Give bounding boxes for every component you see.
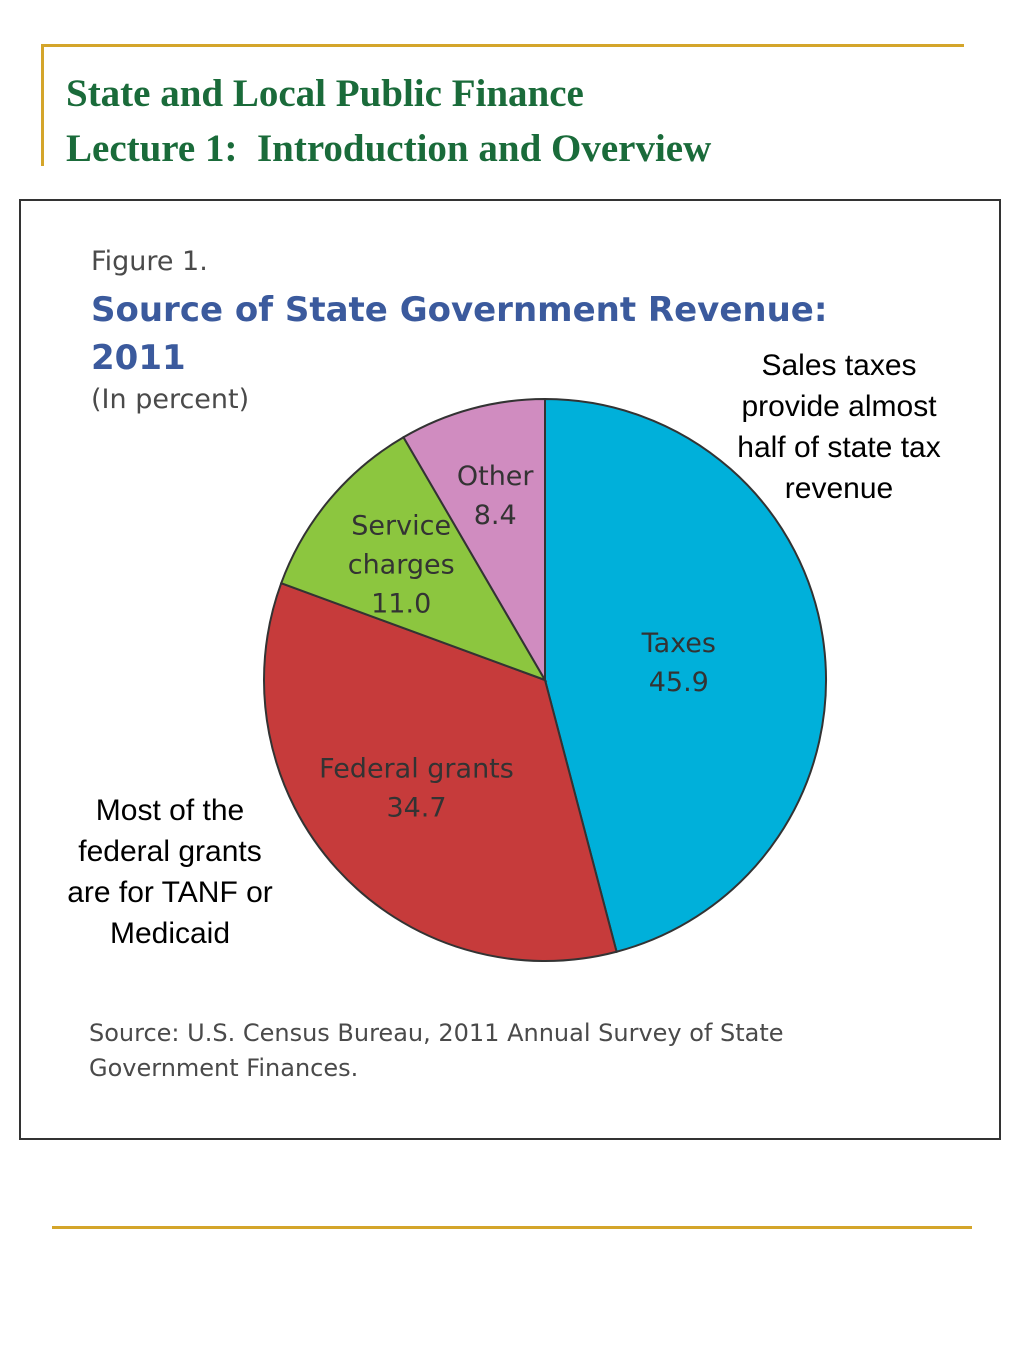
slice-label: Service charges 11.0	[348, 511, 455, 620]
sales-taxes-callout-line: half of state tax	[737, 431, 941, 464]
slice-name-label: Taxes	[641, 628, 716, 659]
sales-taxes-callout-line: Sales taxes	[761, 349, 917, 382]
federal-grants-callout-line: are for TANF or	[67, 876, 273, 909]
top-accent-rule	[44, 44, 964, 47]
slice-value-label: 34.7	[386, 792, 446, 823]
slice-name-label: charges	[348, 550, 455, 581]
chart-title: Source of State Government Revenue: 2011	[91, 286, 961, 382]
federal-grants-callout: Most of the federal grants are for TANF …	[44, 790, 296, 954]
slice-label: Federal grants 34.7	[319, 753, 514, 823]
federal-grants-callout-line: Most of the	[95, 794, 245, 827]
pie-slice	[544, 397, 828, 953]
federal-grants-callout-line: Medicaid	[109, 917, 231, 950]
slice-label: Taxes 45.9	[641, 628, 716, 698]
left-accent-rule	[41, 44, 44, 166]
source-line-2: Government Finances.	[89, 1054, 359, 1082]
chart-title-line-1: Source of State Government Revenue:	[91, 290, 828, 330]
chart-source-note: Source: U.S. Census Bureau, 2011 Annual …	[89, 1016, 919, 1086]
slide-title: State and Local Public Finance Lecture 1…	[66, 66, 711, 176]
figure-label: Figure 1.	[91, 246, 208, 277]
pie-slice	[402, 397, 546, 684]
sales-taxes-callout-line: revenue	[784, 472, 894, 505]
bottom-accent-rule	[52, 1226, 972, 1229]
slice-label: Other 8.4	[457, 461, 535, 531]
slice-name-label: Service	[351, 511, 451, 542]
federal-grants-callout-line: federal grants	[78, 835, 262, 868]
slice-name-label: Federal grants	[319, 753, 514, 784]
slice-name-label: Other	[457, 461, 535, 492]
source-line-1: Source: U.S. Census Bureau, 2011 Annual …	[89, 1019, 784, 1047]
pie-slice	[263, 581, 618, 962]
slice-value-label: 11.0	[371, 589, 431, 620]
slice-value-label: 8.4	[474, 500, 517, 531]
chart-title-line-2: 2011	[91, 338, 186, 378]
slice-value-label: 45.9	[649, 667, 709, 698]
sales-taxes-callout-line: provide almost	[741, 390, 937, 423]
slide-title-line-1: State and Local Public Finance	[66, 72, 584, 115]
pie-slice	[279, 435, 548, 682]
chart-unit: (In percent)	[91, 384, 250, 415]
slide-title-line-2: Lecture 1: Introduction and Overview	[66, 127, 712, 170]
sales-taxes-callout: Sales taxes provide almost half of state…	[719, 345, 959, 509]
figure-frame	[19, 199, 1001, 1140]
